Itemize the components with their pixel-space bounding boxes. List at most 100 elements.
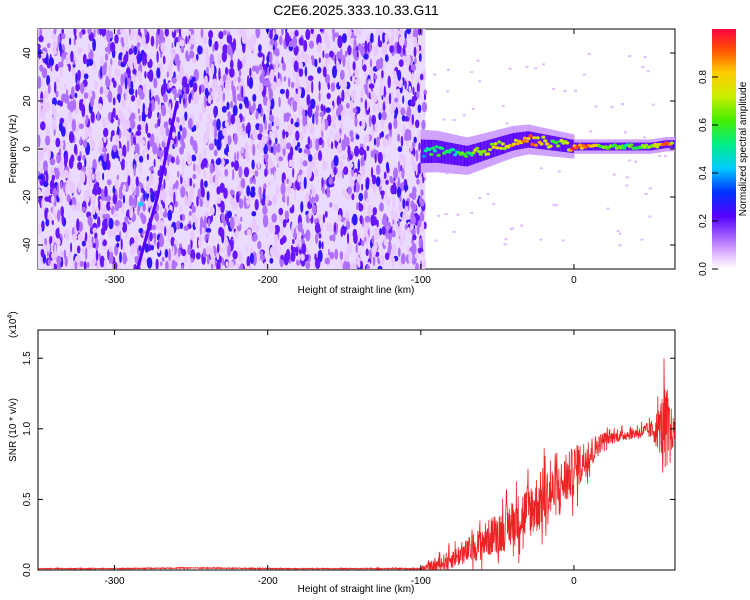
noise-blob (327, 136, 330, 149)
noise-blob (258, 123, 264, 134)
noise-blob (209, 206, 215, 216)
noise-blob (183, 225, 189, 231)
noise-blob (176, 29, 180, 33)
noise-blob (200, 160, 205, 170)
noise-blob (216, 138, 222, 151)
noise-blob (178, 29, 182, 37)
speckle (552, 87, 556, 90)
noise-blob (162, 93, 168, 103)
noise-blob (179, 243, 182, 249)
ridge-peak (522, 136, 527, 140)
noise-blob (194, 142, 198, 155)
noise-blob (268, 139, 272, 146)
noise-blob (337, 35, 343, 49)
noise-blob (391, 29, 395, 37)
noise-blob (298, 169, 303, 175)
noise-blob (420, 198, 425, 207)
noise-blob (95, 206, 99, 214)
noise-blob (224, 81, 230, 92)
noise-blob (41, 222, 45, 228)
noise-blob (137, 205, 140, 216)
noise-blob (381, 43, 388, 56)
noise-blob (77, 233, 81, 240)
ridge-body (461, 144, 463, 166)
ridge-peak (570, 147, 575, 151)
noise-blob (156, 99, 162, 111)
ridge-peak (488, 148, 492, 152)
noise-blob (95, 249, 99, 262)
noise-blob (365, 248, 369, 257)
noise-blob (58, 41, 62, 52)
noise-blob (168, 248, 171, 262)
noise-blob (402, 211, 407, 222)
noise-blob (252, 65, 257, 72)
noise-blob (192, 206, 196, 213)
x-tick-label: 0 (571, 275, 577, 286)
snr-line (38, 358, 675, 570)
noise-blob (321, 121, 326, 133)
ridge-body (560, 137, 563, 152)
noise-blob (55, 77, 61, 83)
speckle (446, 90, 450, 93)
noise-blob (56, 196, 60, 203)
noise-blob (157, 118, 161, 127)
noise-blob (292, 103, 297, 112)
noise-blob (221, 158, 225, 167)
noise-blob (252, 143, 256, 157)
noise-blob (64, 93, 70, 104)
speckle (625, 184, 629, 187)
noise-blob (388, 232, 392, 242)
noise-blob (209, 248, 214, 259)
noise-blob (238, 198, 244, 209)
ridge-peak (499, 146, 504, 150)
noise-blob (48, 57, 54, 67)
noise-blob (420, 220, 425, 233)
noise-blob (303, 148, 310, 154)
noise-blob (85, 114, 89, 123)
noise-blob (363, 149, 367, 162)
noise-blob (71, 67, 76, 78)
speckle (618, 244, 622, 247)
noise-blob (344, 193, 350, 200)
noise-blob (331, 105, 334, 112)
noise-blob (354, 116, 358, 128)
noise-blob (268, 88, 273, 101)
noise-blob (392, 218, 395, 226)
noise-blob (371, 114, 377, 125)
noise-blob (233, 160, 240, 172)
noise-blob (286, 185, 292, 194)
noise-blob (240, 187, 244, 194)
noise-blob (262, 80, 269, 87)
noise-blob (199, 85, 202, 95)
noise-blob (411, 228, 416, 236)
speckle (471, 107, 475, 110)
noise-blob (406, 227, 411, 234)
noise-blob (351, 75, 356, 83)
noise-blob (257, 51, 264, 58)
ridge-body (427, 139, 430, 164)
noise-blob (251, 34, 257, 46)
ridge-peak (482, 149, 487, 153)
noise-blob (225, 67, 228, 75)
noise-blob (179, 94, 182, 105)
noise-blob (92, 204, 96, 216)
ridge-peak (559, 138, 564, 143)
noise-blob (60, 126, 66, 137)
noise-blob (87, 215, 93, 226)
noise-blob (361, 118, 366, 130)
noise-blob (288, 77, 291, 88)
noise-blob (45, 171, 49, 184)
noise-blob (170, 156, 175, 164)
ridge-body (467, 145, 469, 167)
noise-blob (347, 242, 353, 255)
speckle (504, 238, 508, 241)
noise-blob (139, 155, 144, 163)
noise-blob (149, 232, 153, 242)
noise-blob (204, 75, 208, 87)
noise-blob (423, 89, 427, 96)
noise-blob (416, 90, 420, 99)
noise-blob (206, 256, 210, 265)
noise-blob (62, 139, 66, 151)
noise-blob (126, 46, 129, 52)
ridge-peak (486, 152, 491, 156)
